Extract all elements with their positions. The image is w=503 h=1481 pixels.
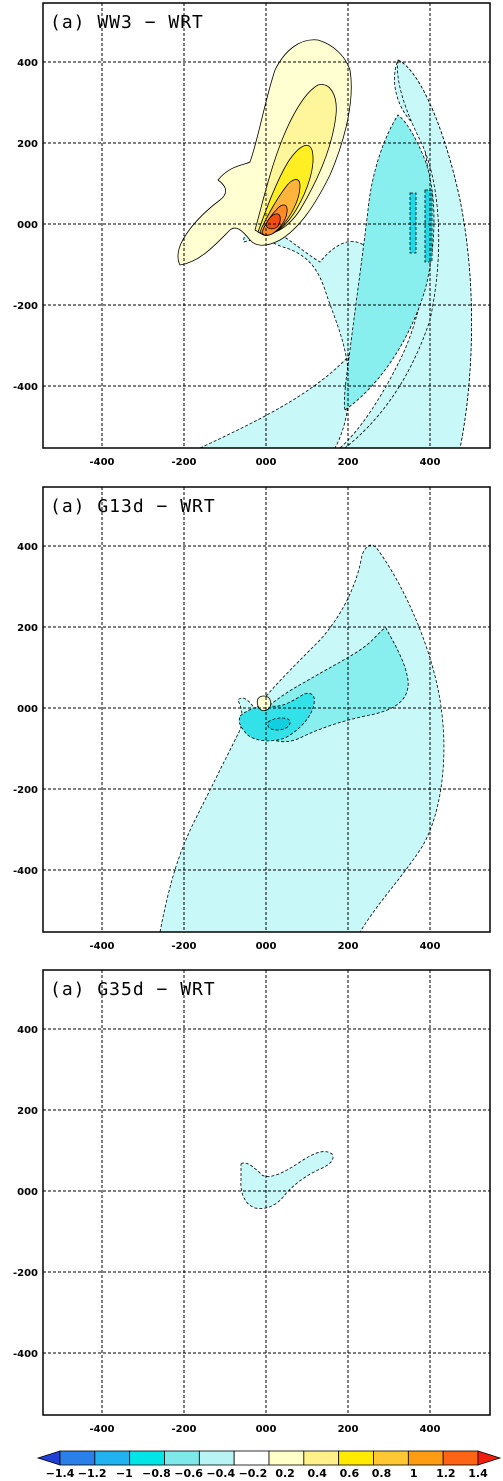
colorbar-label: 0.8	[372, 1467, 392, 1480]
y-tick-label: 200	[17, 139, 38, 150]
x-tick-label: 400	[420, 941, 441, 952]
negative-core	[267, 717, 291, 731]
y-tick-labels: 400 200 000 -200 -400	[13, 1025, 38, 1360]
colorbar-label: 0.2	[275, 1467, 295, 1480]
x-tick-label: 400	[420, 1424, 441, 1435]
colorbar-swatch	[59, 1450, 96, 1466]
colorbar-label: −0.8	[142, 1467, 171, 1480]
plot-frame	[42, 969, 491, 1416]
x-tick-labels: -400 -200 000 200 400	[89, 1424, 440, 1435]
x-tick-label: 200	[338, 1424, 359, 1435]
colorbar-swatch	[373, 1450, 409, 1466]
positive-blob	[256, 695, 272, 712]
contour-fields	[159, 544, 445, 932]
x-tick-labels: -400 -200 000 200 400	[89, 941, 440, 952]
colorbar: −1.4 −1.2 −1 −0.8 −0.6 −0.4 −0.2 0.2 0.4 0.6 0.8 1 1…	[36, 1450, 502, 1480]
y-tick-label: 400	[17, 58, 38, 69]
x-tick-label: 200	[338, 941, 359, 952]
negative-region-outer	[159, 544, 445, 932]
x-tick-label: -200	[171, 941, 196, 952]
x-tick-label: -400	[89, 941, 114, 952]
x-tick-label: 000	[256, 1424, 277, 1435]
negative-core	[409, 189, 433, 263]
contour-fields	[240, 1151, 334, 1209]
colorbar-label: 0.4	[307, 1467, 327, 1480]
negative-region-outer-shell	[344, 59, 472, 448]
colorbar-swatch	[303, 1450, 340, 1466]
y-tick-label: -400	[13, 1349, 38, 1360]
panel-g13d-wrt: (a) G13d − WRT -400 -200 000 200 400 400…	[13, 486, 491, 952]
colorbar-swatch	[198, 1450, 235, 1466]
y-tick-label: 000	[17, 220, 38, 231]
colorbar-label: −0.6	[174, 1467, 203, 1480]
x-tick-label: 200	[338, 457, 359, 468]
grid-lines	[43, 3, 490, 448]
colorbar-label: 0.6	[340, 1467, 360, 1480]
negative-region	[240, 1151, 334, 1209]
colorbar-label: −1.4	[46, 1467, 75, 1480]
panel-title: (a) WW3 − WRT	[50, 12, 204, 33]
colorbar-swatch	[36, 1450, 61, 1466]
y-tick-label: -400	[13, 382, 38, 393]
y-tick-label: -200	[13, 301, 38, 312]
x-tick-label: -200	[171, 457, 196, 468]
y-tick-label: -200	[13, 785, 38, 796]
colorbar-swatch	[407, 1450, 444, 1466]
panel-title: (a) G35d − WRT	[50, 979, 216, 1000]
plot-frame	[42, 2, 491, 449]
x-tick-label: -400	[89, 457, 114, 468]
colorbar-label: 1	[410, 1467, 418, 1480]
x-tick-label: 000	[256, 941, 277, 952]
colorbar-label: −0.4	[206, 1467, 235, 1480]
y-tick-label: -400	[13, 866, 38, 877]
positive-core	[265, 213, 281, 230]
y-tick-label: 400	[17, 1025, 38, 1036]
x-tick-label: -400	[89, 1424, 114, 1435]
colorbar-swatch	[338, 1450, 374, 1466]
colorbar-swatch	[94, 1450, 131, 1466]
y-tick-label: 000	[17, 704, 38, 715]
colorbar-label: 1.2	[436, 1467, 456, 1480]
y-tick-label: -200	[13, 1268, 38, 1279]
negative-level-3	[238, 692, 315, 742]
x-tick-label: -200	[171, 1424, 196, 1435]
grid-lines	[43, 487, 490, 932]
colorbar-label: −1	[116, 1467, 133, 1480]
y-tick-label: 200	[17, 1106, 38, 1117]
panel-ww3-wrt: (a) WW3 − WRT -400 -200 000 200 400 400 …	[13, 2, 491, 468]
colorbar-swatch	[129, 1450, 165, 1466]
x-tick-label: 400	[420, 457, 441, 468]
y-tick-label: 400	[17, 542, 38, 553]
grid-lines	[43, 970, 490, 1415]
y-tick-label: 200	[17, 623, 38, 634]
x-tick-labels: -400 -200 000 200 400	[89, 457, 440, 468]
y-tick-labels: 400 200 000 -200 -400	[13, 58, 38, 393]
colorbar-swatch	[164, 1450, 200, 1466]
contour-fields	[177, 39, 472, 448]
colorbar-swatch	[233, 1450, 270, 1466]
y-tick-label: 000	[17, 1187, 38, 1198]
colorbar-label: 1.4	[468, 1467, 488, 1480]
plot-frame	[42, 486, 491, 933]
colorbar-label: −1.2	[78, 1467, 107, 1480]
colorbar-swatch	[442, 1450, 479, 1466]
panel-title: (a) G13d − WRT	[50, 496, 216, 517]
x-tick-label: 000	[256, 457, 277, 468]
y-tick-labels: 400 200 000 -200 -400	[13, 542, 38, 877]
colorbar-label: −0.2	[239, 1467, 268, 1480]
panel-g35d-wrt: (a) G35d − WRT -400 -200 000 200 400 400…	[13, 969, 491, 1435]
colorbar-swatch	[268, 1450, 305, 1466]
colorbar-swatch	[477, 1450, 502, 1466]
